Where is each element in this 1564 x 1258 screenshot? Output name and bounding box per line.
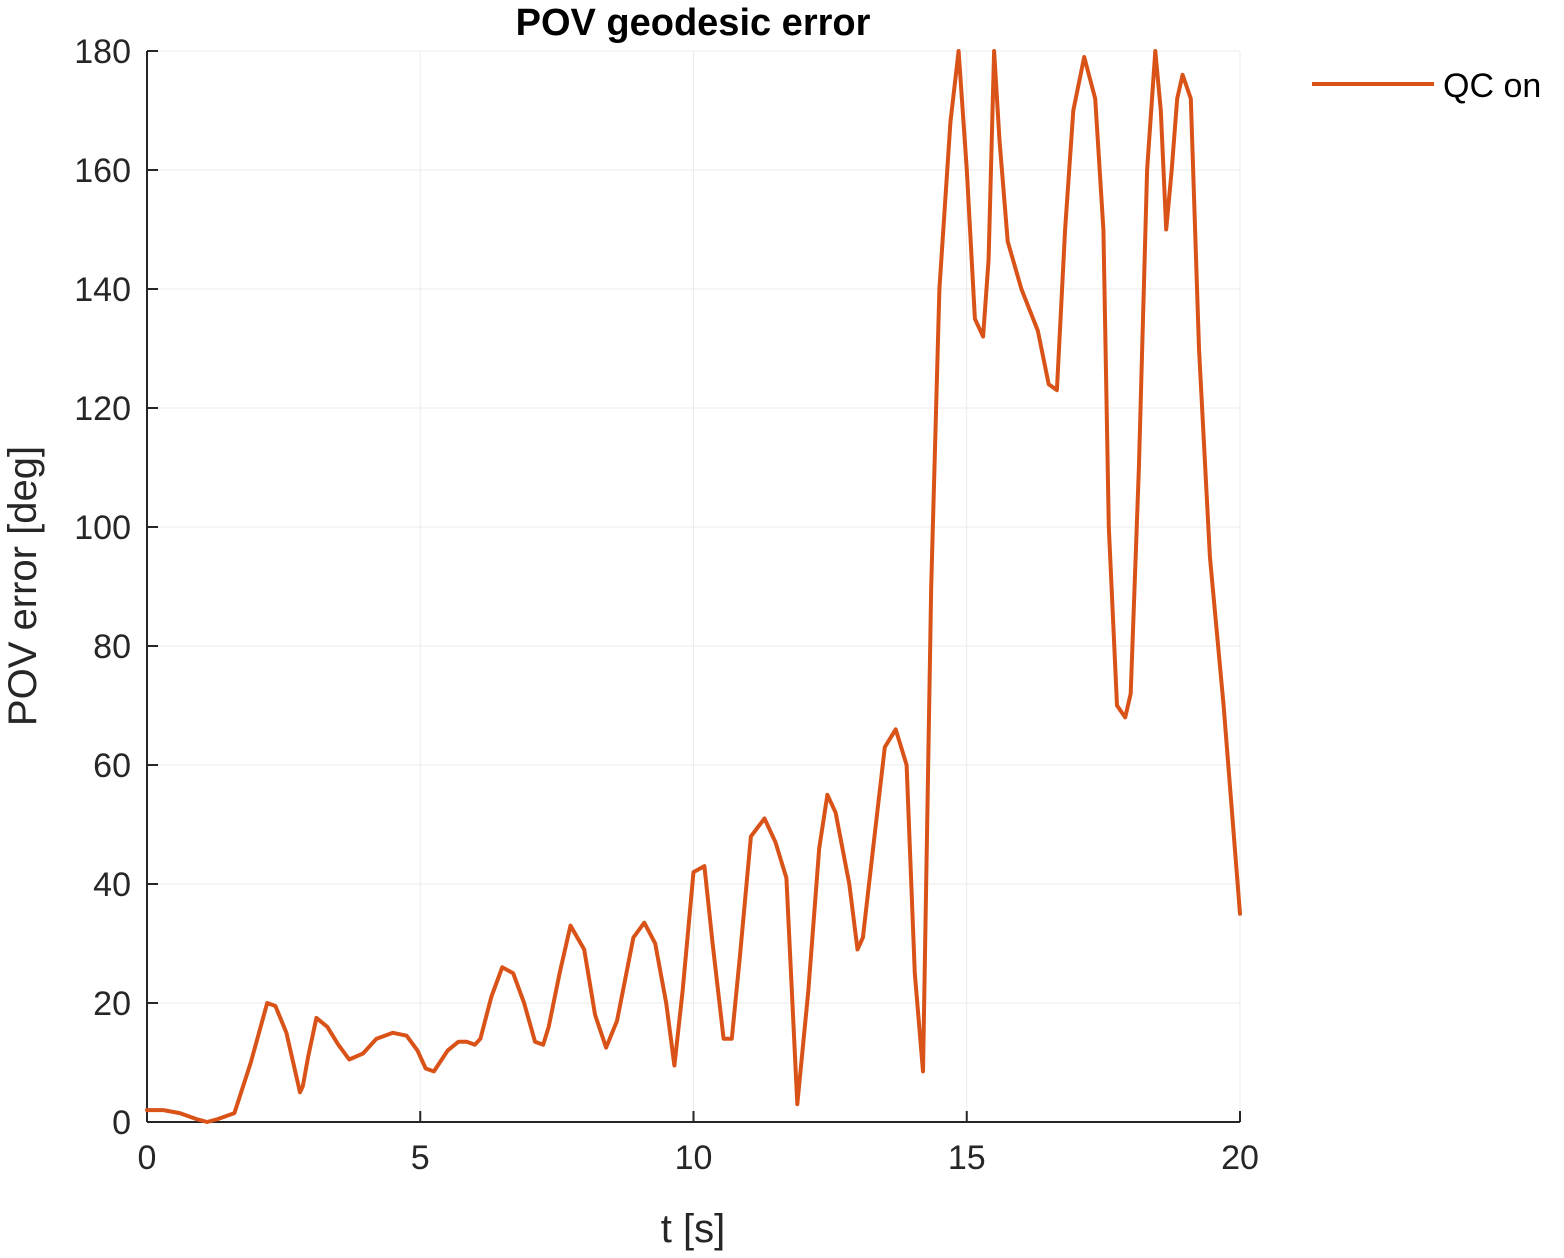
series-line-qc-on [145, 49, 1242, 1124]
legend: QC on [1312, 67, 1541, 105]
y-tick-label: 60 [93, 747, 131, 785]
x-tick-label: 0 [138, 1139, 157, 1177]
x-tick-label: 20 [1221, 1139, 1259, 1177]
y-tick-label: 100 [74, 509, 131, 547]
ticks: 0 5 10 15 20 0 20 40 60 80 100 120 140 160 180 [74, 33, 1259, 1177]
legend-label-qc-on: QC on [1443, 67, 1541, 105]
y-tick-label: 20 [93, 985, 131, 1023]
chart-title: POV geodesic error [516, 2, 871, 44]
x-tick-label: 5 [411, 1139, 430, 1177]
y-tick-label: 140 [74, 271, 131, 309]
y-axis-title: POV error [deg] [1, 446, 45, 726]
y-tick-label: 0 [112, 1104, 131, 1142]
x-tick-label: 10 [675, 1139, 713, 1177]
x-tick-label: 15 [948, 1139, 986, 1177]
y-tick-label: 180 [74, 33, 131, 71]
y-tick-label: 80 [93, 628, 131, 666]
y-tick-label: 160 [74, 152, 131, 190]
y-tick-label: 40 [93, 866, 131, 904]
x-axis-title: t [s] [661, 1207, 725, 1251]
y-tick-label: 120 [74, 390, 131, 428]
series-layer [145, 49, 1242, 1124]
